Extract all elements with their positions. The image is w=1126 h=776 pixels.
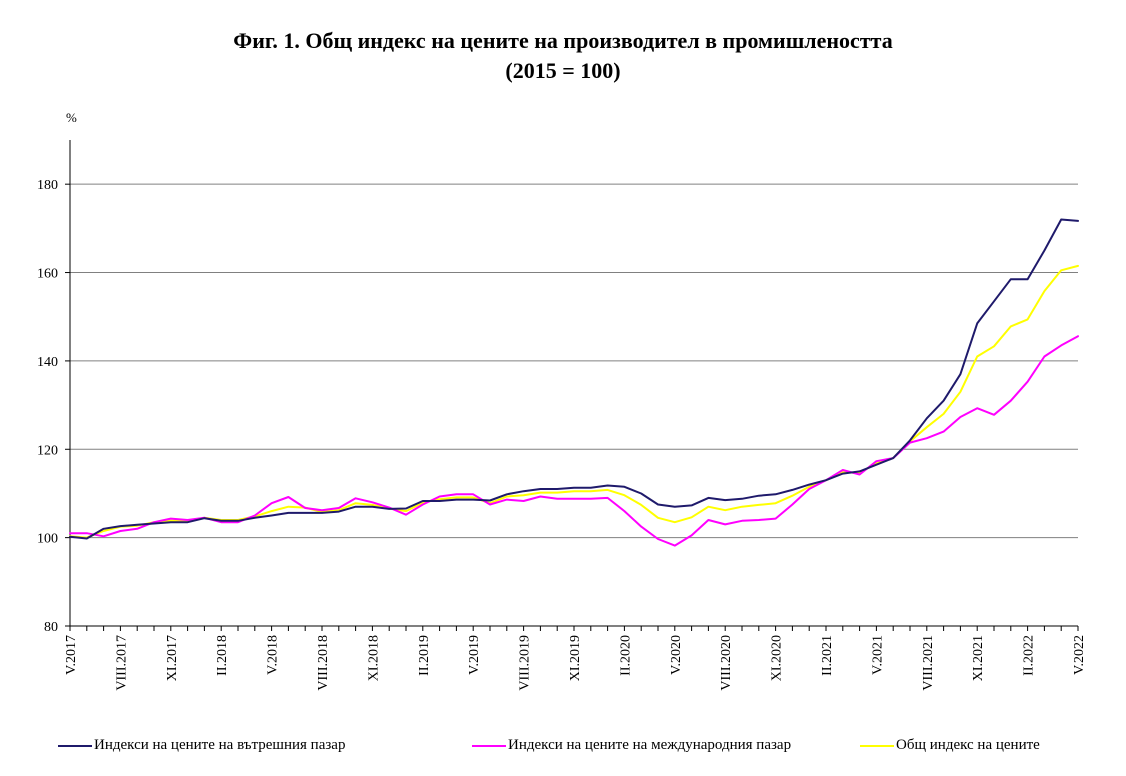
legend-swatch-international xyxy=(472,744,506,747)
x-tick-label: II.2018 xyxy=(215,635,230,676)
legend-label-total: Общ индекс на цените xyxy=(896,737,1040,753)
x-tick-label: VIII.2021 xyxy=(921,635,936,691)
y-tick-label: 120 xyxy=(37,443,58,458)
x-tick-label: XI.2021 xyxy=(971,635,986,681)
legend-label-domestic: Индекси на цените на вътрешния пазар xyxy=(94,737,346,753)
chart-title: Фиг. 1. Общ индекс на цените на производ… xyxy=(233,28,893,53)
x-tick-label: II.2020 xyxy=(618,635,633,676)
x-tick-label: V.2018 xyxy=(266,635,281,675)
axis-layer: 80 100 120 140 160 180 V.2017 VIII.2017 XI.2017 I… xyxy=(37,140,1087,691)
x-tick-label: VIII.2018 xyxy=(316,635,331,691)
x-tick-label: II.2021 xyxy=(820,635,835,676)
legend-swatch-domestic xyxy=(58,744,92,747)
series-line-2 xyxy=(69,264,1079,539)
series-line-1 xyxy=(69,335,1079,547)
series-layer xyxy=(69,218,1079,547)
y-tick-label: 160 xyxy=(37,267,58,282)
x-tick-label: XI.2018 xyxy=(366,635,381,681)
x-tick-label: V.2020 xyxy=(669,635,684,675)
grid-layer xyxy=(70,183,1078,539)
x-tick-label: V.2017 xyxy=(64,635,79,675)
x-tick-label: V.2021 xyxy=(870,635,885,675)
x-tick-label: XI.2017 xyxy=(165,635,180,681)
y-tick-label: 80 xyxy=(44,620,58,635)
x-tick-label: V.2019 xyxy=(467,635,482,675)
legend-item-domestic: Индекси на цените на вътрешния пазар xyxy=(58,737,345,754)
y-tick-label: 140 xyxy=(37,355,58,370)
x-tick-label: VIII.2017 xyxy=(114,635,129,691)
y-axis-unit-label: % xyxy=(66,110,77,125)
series-line-0 xyxy=(69,218,1079,540)
chart-subtitle: (2015 = 100) xyxy=(505,58,621,83)
x-tick-label: XI.2020 xyxy=(770,635,785,681)
legend-label-international: Индекси на цените на международния пазар xyxy=(508,737,792,753)
y-tick-label: 180 xyxy=(37,178,58,193)
y-tick-label: 100 xyxy=(37,532,58,547)
legend-item-international: Индекси на цените на международния пазар xyxy=(472,737,791,754)
x-tick-label: V.2022 xyxy=(1072,635,1087,675)
x-tick-label: XI.2019 xyxy=(568,635,583,681)
x-tick-label: VIII.2019 xyxy=(518,635,533,691)
x-tick-label: II.2019 xyxy=(417,635,432,676)
x-tick-label: II.2022 xyxy=(1022,635,1037,676)
x-tick-label: VIII.2020 xyxy=(719,635,734,691)
legend-item-total: Общ индекс на цените xyxy=(860,737,1040,754)
legend-swatch-total xyxy=(860,744,894,747)
